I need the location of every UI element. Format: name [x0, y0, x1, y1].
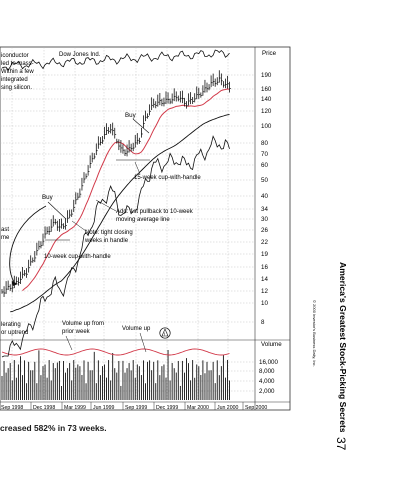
relative-strength-line — [1, 135, 230, 358]
buy-arrow-lower — [47, 201, 67, 220]
left-arc-arrowhead — [12, 281, 18, 286]
tight-closing-line: weeks in handle — [84, 238, 129, 244]
page-number-block: 37 — [334, 437, 348, 451]
price-tick-label: 30 — [261, 216, 268, 223]
price-tick-label: 40 — [261, 193, 268, 200]
volume-up-label: Volume up — [122, 326, 151, 332]
price-header: Price — [262, 50, 277, 57]
dow-jones-line — [1, 49, 230, 71]
volume-up-from-pointer — [65, 335, 73, 351]
index-label: Dow Jones Ind. — [59, 52, 101, 58]
copyright-block: © 2000 Investor's Business Daily, Inc. — [312, 300, 317, 367]
running-title: America's Greatest Stock-Picking Secrets — [338, 262, 348, 432]
price-tick-label: 100 — [261, 123, 272, 130]
price-ticks: 190 160 140 120 100 80 70 60 50 40 34 30 26 22 19 16 14 1… — [261, 72, 272, 326]
copyright-note: © 2000 Investor's Business Daily, Inc. — [312, 300, 317, 367]
month-label: Dec 1999 — [156, 405, 178, 411]
tight-closing-pointer — [71, 220, 87, 232]
buy-label-lower: Buy — [42, 194, 54, 201]
figure-caption: creased 582% in 73 weeks. — [0, 423, 107, 433]
volume-up-pointer — [139, 332, 147, 353]
volume-average-line — [1, 348, 230, 356]
left-arc-arrow — [9, 205, 47, 283]
buy-label-upper: Buy — [125, 112, 137, 119]
moving-average-line — [22, 88, 230, 291]
pullback-note-line: Add: 1st pullback to 10-week — [116, 209, 194, 215]
price-tick-label: 22 — [261, 239, 268, 246]
semiconductor-note-line: Within a few — [1, 69, 34, 75]
month-label: Mar 1999 — [64, 405, 86, 411]
price-tick-label: 19 — [261, 251, 268, 258]
cup-15-label: 15-week cup-with-handle — [134, 175, 201, 181]
price-tick-label: 16 — [261, 264, 268, 271]
price-tick-label: 140 — [261, 96, 272, 103]
accelerating-note-line: or uptrend — [1, 330, 28, 336]
price-tick-label: 26 — [261, 227, 268, 234]
cup-10-label: 10-week cup-with-handle — [44, 254, 111, 260]
price-tick-label: 190 — [261, 72, 272, 79]
price-tick-label: 34 — [261, 206, 268, 213]
semiconductor-note-line: iconductor — [1, 53, 29, 59]
volume-up-from-line: prior week — [62, 329, 91, 335]
cup-15-pointer — [134, 161, 141, 175]
pullback-note-line: moving average line — [116, 217, 170, 223]
price-tick-label: 14 — [261, 276, 268, 283]
accelerating-note-line: lerating — [1, 322, 21, 328]
semiconductor-note-line: integrated — [1, 77, 28, 83]
price-tick-label: 8 — [261, 319, 265, 326]
month-label: Sep 2000 — [245, 405, 267, 411]
stock-chart: Price 1901601401201008070605040343026221… — [0, 46, 291, 411]
month-label: Mar 2000 — [187, 405, 209, 411]
price-tick-label: 50 — [261, 177, 268, 184]
buy-arrow-upper — [132, 118, 150, 134]
month-labels: Sep 1998 Dec 1998 Mar 1999 Jun 1999 Sep 1999… — [1, 402, 267, 411]
volume-tick-label: 2,000 — [259, 388, 275, 395]
page-number: 37 — [334, 437, 348, 451]
left-edge-note-line: ast — [1, 227, 9, 233]
price-tick-label: 12 — [261, 288, 268, 295]
volume-tick-label: 16,000 — [259, 359, 278, 366]
price-bars — [1, 70, 231, 298]
price-tick-label: 80 — [261, 140, 268, 147]
running-title-block: America's Greatest Stock-Picking Secrets — [338, 262, 348, 432]
semiconductor-note-line: led to mass- — [1, 61, 34, 67]
ibd-badge-letter: I — [164, 332, 165, 337]
chart-frame — [0, 46, 291, 411]
left-edge-note-line: me — [1, 235, 10, 241]
tight-closing-line: Note: tight closing — [85, 230, 133, 236]
volume-header: Volume — [261, 341, 282, 348]
month-label: Jun 2000 — [217, 405, 238, 411]
semiconductor-note-line: sing silicon. — [1, 85, 32, 91]
price-tick-label: 10 — [261, 300, 268, 307]
price-tick-label: 120 — [261, 108, 272, 115]
price-tick-label: 60 — [261, 162, 268, 169]
month-label: Sep 1998 — [1, 405, 23, 411]
long-moving-average-line — [10, 114, 230, 313]
month-label: Sep 1999 — [125, 405, 147, 411]
semiconductor-note: iconductor led to mass- Within a few int… — [1, 53, 34, 91]
chart-grid — [0, 47, 255, 402]
ibd-badge: I — [159, 327, 171, 339]
price-tick-label: 160 — [261, 86, 272, 93]
price-tick-label: 70 — [261, 151, 268, 158]
volume-tick-label: 8,000 — [259, 368, 275, 375]
month-label: Dec 1998 — [33, 405, 55, 411]
volume-ticks: 16,000 8,000 4,000 2,000 — [259, 359, 278, 395]
volume-up-from-line: Volume up from — [62, 321, 104, 327]
volume-bars — [1, 350, 231, 400]
month-label: Jun 1999 — [93, 405, 114, 411]
pullback-pointer — [95, 199, 117, 212]
volume-tick-label: 4,000 — [259, 378, 275, 385]
